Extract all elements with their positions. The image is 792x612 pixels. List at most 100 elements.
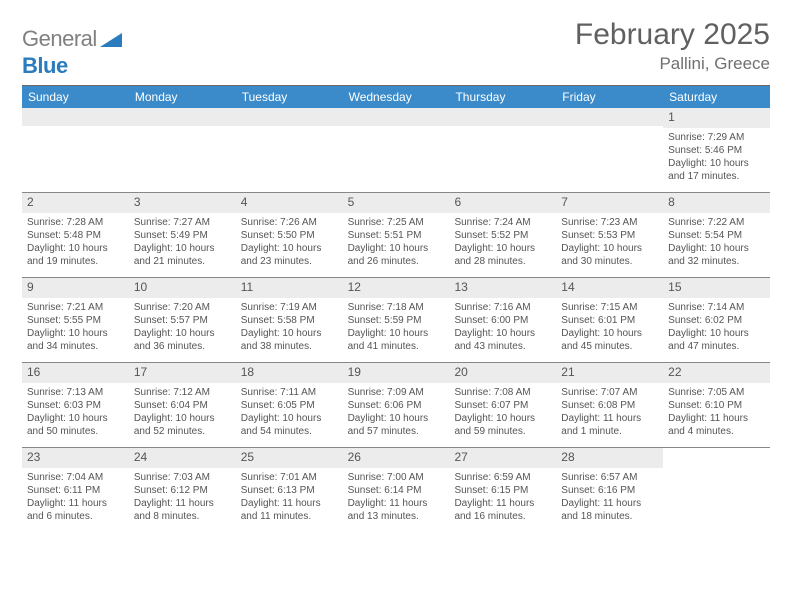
calendar-cell: 8Sunrise: 7:22 AMSunset: 5:54 PMDaylight… bbox=[663, 193, 770, 277]
calendar-cell: 6 Sunrise: 7:24 AMSunset: 5:52 PMDaylight… bbox=[449, 193, 556, 277]
sunset-text: Sunset: 5:54 PM bbox=[668, 229, 765, 242]
calendar-cell: 12Sunrise: 7:18 AMSunset: 5:59 PMDayligh… bbox=[343, 278, 450, 362]
day-number: 9 bbox=[22, 278, 129, 298]
day-number: 1 bbox=[663, 108, 770, 128]
daylight-text: Daylight: 10 hours and 32 minutes. bbox=[668, 242, 765, 268]
sunrise-text: Sunrise: 6:57 AM bbox=[561, 471, 658, 484]
day-info: Sunrise: 7:27 AMSunset: 5:49 PMDaylight:… bbox=[129, 213, 236, 273]
calendar-cell: 15Sunrise: 7:14 AMSunset: 6:02 PMDayligh… bbox=[663, 278, 770, 362]
daylight-text: Daylight: 10 hours and 38 minutes. bbox=[241, 327, 338, 353]
sunset-text: Sunset: 6:10 PM bbox=[668, 399, 765, 412]
sunset-text: Sunset: 5:52 PM bbox=[454, 229, 551, 242]
day-header-row: Sunday Monday Tuesday Wednesday Thursday… bbox=[22, 86, 770, 108]
day-header-fri: Friday bbox=[556, 86, 663, 108]
logo-text: General Blue bbox=[22, 26, 122, 79]
day-info: Sunrise: 7:11 AMSunset: 6:05 PMDaylight:… bbox=[236, 383, 343, 443]
day-number: 26 bbox=[343, 448, 450, 468]
day-number: 20 bbox=[449, 363, 556, 383]
daylight-text: Daylight: 10 hours and 34 minutes. bbox=[27, 327, 124, 353]
day-number: 11 bbox=[236, 278, 343, 298]
day-info: Sunrise: 7:25 AMSunset: 5:51 PMDaylight:… bbox=[343, 213, 450, 273]
calendar-cell: 2Sunrise: 7:28 AMSunset: 5:48 PMDaylight… bbox=[22, 193, 129, 277]
day-info: Sunrise: 7:00 AMSunset: 6:14 PMDaylight:… bbox=[343, 468, 450, 528]
day-number: 27 bbox=[449, 448, 556, 468]
logo-text-blue: Blue bbox=[22, 53, 68, 78]
calendar-cell: 27Sunrise: 6:59 AMSunset: 6:15 PMDayligh… bbox=[449, 448, 556, 532]
calendar-cell: 16Sunrise: 7:13 AMSunset: 6:03 PMDayligh… bbox=[22, 363, 129, 447]
daylight-text: Daylight: 11 hours and 6 minutes. bbox=[27, 497, 124, 523]
blank-day-strip bbox=[556, 108, 663, 126]
calendar-cell: 3Sunrise: 7:27 AMSunset: 5:49 PMDaylight… bbox=[129, 193, 236, 277]
calendar-cell: 17Sunrise: 7:12 AMSunset: 6:04 PMDayligh… bbox=[129, 363, 236, 447]
sunrise-text: Sunrise: 7:11 AM bbox=[241, 386, 338, 399]
sunrise-text: Sunrise: 7:18 AM bbox=[348, 301, 445, 314]
daylight-text: Daylight: 11 hours and 18 minutes. bbox=[561, 497, 658, 523]
sunset-text: Sunset: 6:05 PM bbox=[241, 399, 338, 412]
sunrise-text: Sunrise: 7:00 AM bbox=[348, 471, 445, 484]
sunrise-text: Sunrise: 7:01 AM bbox=[241, 471, 338, 484]
sunset-text: Sunset: 6:02 PM bbox=[668, 314, 765, 327]
calendar-cell: 19Sunrise: 7:09 AMSunset: 6:06 PMDayligh… bbox=[343, 363, 450, 447]
sunset-text: Sunset: 5:51 PM bbox=[348, 229, 445, 242]
day-info: Sunrise: 7:21 AMSunset: 5:55 PMDaylight:… bbox=[22, 298, 129, 358]
calendar-cell: 14Sunrise: 7:15 AMSunset: 6:01 PMDayligh… bbox=[556, 278, 663, 362]
day-info: Sunrise: 7:29 AMSunset: 5:46 PMDaylight:… bbox=[663, 128, 770, 188]
daylight-text: Daylight: 10 hours and 28 minutes. bbox=[454, 242, 551, 268]
blank-day-strip bbox=[22, 108, 129, 126]
daylight-text: Daylight: 10 hours and 45 minutes. bbox=[561, 327, 658, 353]
sunset-text: Sunset: 5:50 PM bbox=[241, 229, 338, 242]
day-number: 10 bbox=[129, 278, 236, 298]
sunrise-text: Sunrise: 7:15 AM bbox=[561, 301, 658, 314]
day-info: Sunrise: 6:59 AMSunset: 6:15 PMDaylight:… bbox=[449, 468, 556, 528]
week-row: 9Sunrise: 7:21 AMSunset: 5:55 PMDaylight… bbox=[22, 277, 770, 362]
sunset-text: Sunset: 5:53 PM bbox=[561, 229, 658, 242]
title-block: February 2025 Pallini, Greece bbox=[575, 18, 770, 74]
sunrise-text: Sunrise: 7:29 AM bbox=[668, 131, 765, 144]
day-header-sun: Sunday bbox=[22, 86, 129, 108]
day-number: 19 bbox=[343, 363, 450, 383]
day-number: 7 bbox=[556, 193, 663, 213]
sunrise-text: Sunrise: 7:07 AM bbox=[561, 386, 658, 399]
sunrise-text: Sunrise: 7:28 AM bbox=[27, 216, 124, 229]
daylight-text: Daylight: 10 hours and 43 minutes. bbox=[454, 327, 551, 353]
calendar-cell bbox=[22, 108, 129, 192]
day-info: Sunrise: 6:57 AMSunset: 6:16 PMDaylight:… bbox=[556, 468, 663, 528]
calendar-cell: 9Sunrise: 7:21 AMSunset: 5:55 PMDaylight… bbox=[22, 278, 129, 362]
day-header-thu: Thursday bbox=[449, 86, 556, 108]
daylight-text: Daylight: 10 hours and 19 minutes. bbox=[27, 242, 124, 268]
day-number: 28 bbox=[556, 448, 663, 468]
sunrise-text: Sunrise: 7:23 AM bbox=[561, 216, 658, 229]
day-info: Sunrise: 7:28 AMSunset: 5:48 PMDaylight:… bbox=[22, 213, 129, 273]
day-number: 6 bbox=[449, 193, 556, 213]
blank-day-strip bbox=[449, 108, 556, 126]
daylight-text: Daylight: 11 hours and 11 minutes. bbox=[241, 497, 338, 523]
daylight-text: Daylight: 10 hours and 47 minutes. bbox=[668, 327, 765, 353]
calendar-cell: 25Sunrise: 7:01 AMSunset: 6:13 PMDayligh… bbox=[236, 448, 343, 532]
sunrise-text: Sunrise: 7:20 AM bbox=[134, 301, 231, 314]
sunrise-text: Sunrise: 7:27 AM bbox=[134, 216, 231, 229]
sunset-text: Sunset: 5:48 PM bbox=[27, 229, 124, 242]
week-row: 2Sunrise: 7:28 AMSunset: 5:48 PMDaylight… bbox=[22, 192, 770, 277]
sunset-text: Sunset: 5:57 PM bbox=[134, 314, 231, 327]
daylight-text: Daylight: 10 hours and 30 minutes. bbox=[561, 242, 658, 268]
sunset-text: Sunset: 6:01 PM bbox=[561, 314, 658, 327]
daylight-text: Daylight: 10 hours and 50 minutes. bbox=[27, 412, 124, 438]
sunrise-text: Sunrise: 7:24 AM bbox=[454, 216, 551, 229]
calendar-cell: 23Sunrise: 7:04 AMSunset: 6:11 PMDayligh… bbox=[22, 448, 129, 532]
sunset-text: Sunset: 6:07 PM bbox=[454, 399, 551, 412]
calendar-cell: 7 Sunrise: 7:23 AMSunset: 5:53 PMDaylight… bbox=[556, 193, 663, 277]
sunrise-text: Sunrise: 7:05 AM bbox=[668, 386, 765, 399]
calendar-cell: 4Sunrise: 7:26 AMSunset: 5:50 PMDaylight… bbox=[236, 193, 343, 277]
location: Pallini, Greece bbox=[575, 54, 770, 74]
day-header-tue: Tuesday bbox=[236, 86, 343, 108]
weeks-container: 1Sunrise: 7:29 AMSunset: 5:46 PMDaylight… bbox=[22, 108, 770, 532]
calendar-cell: 24Sunrise: 7:03 AMSunset: 6:12 PMDayligh… bbox=[129, 448, 236, 532]
calendar: Sunday Monday Tuesday Wednesday Thursday… bbox=[22, 85, 770, 532]
day-header-sat: Saturday bbox=[663, 86, 770, 108]
day-number: 16 bbox=[22, 363, 129, 383]
day-number: 24 bbox=[129, 448, 236, 468]
sunset-text: Sunset: 5:46 PM bbox=[668, 144, 765, 157]
daylight-text: Daylight: 10 hours and 57 minutes. bbox=[348, 412, 445, 438]
day-info: Sunrise: 7:16 AMSunset: 6:00 PMDaylight:… bbox=[449, 298, 556, 358]
day-info: Sunrise: 7:18 AMSunset: 5:59 PMDaylight:… bbox=[343, 298, 450, 358]
